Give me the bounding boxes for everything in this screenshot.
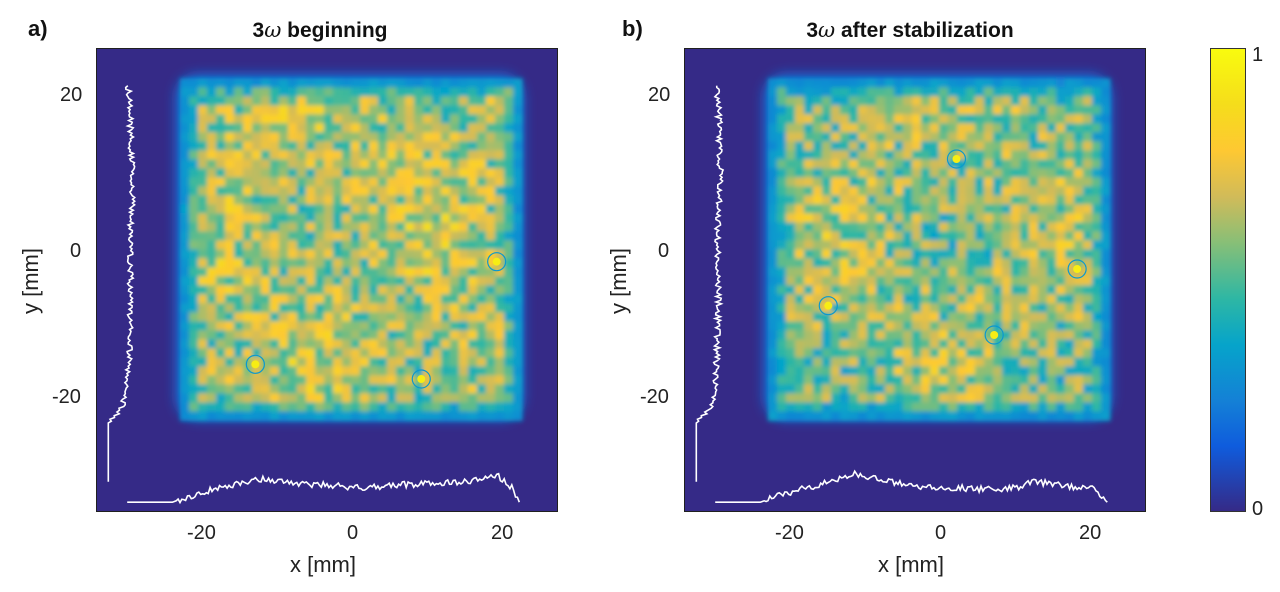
panel-a-heatmap	[96, 48, 558, 512]
panel-b-xtick-neg20: -20	[775, 522, 804, 544]
panel-a-xlabel: x [mm]	[290, 552, 356, 577]
panel-b-ytick-20: 20	[648, 84, 671, 106]
panel-a-title-suffix: beginning	[281, 19, 388, 42]
panel-a-spot-ring-1	[411, 369, 431, 389]
panel-b-title-prefix: 3	[806, 19, 819, 42]
panel-b-heatmap	[684, 48, 1146, 512]
panel-a-spot-0	[492, 257, 501, 266]
panel-b-spot-2	[1073, 265, 1082, 273]
panel-a-letter: a)	[28, 16, 48, 41]
panel-b-spot-3	[952, 155, 961, 163]
panel-b-title: 3ω after stabilization	[775, 18, 1045, 43]
panel-b-title-suffix: after stabilization	[835, 19, 1014, 42]
panel-b-beam-speckle	[767, 78, 1111, 421]
panel-a-y-profile	[107, 85, 136, 482]
panel-b-spot-ring-3	[946, 149, 967, 169]
panel-a-spot-1	[417, 375, 426, 383]
panel-a-xtick-neg20: -20	[187, 522, 216, 544]
panel-b-title-omega: ω	[818, 18, 836, 42]
panel-b-ytick-0: 0	[658, 240, 670, 262]
panel-b-xlabel: x [mm]	[878, 552, 944, 577]
panel-b-xtick-20: 20	[1079, 522, 1102, 544]
panel-a-ytick-20: 20	[60, 84, 83, 106]
panel-b-xtick-0: 0	[935, 522, 947, 544]
panel-b-ylabel: y [mm]	[606, 248, 631, 314]
panel-b-spot-ring-1	[984, 325, 1004, 345]
panel-b-y-profile	[695, 85, 725, 482]
panel-b-x-profile	[715, 469, 1108, 503]
panel-a-title: 3ω beginning	[240, 18, 400, 43]
panel-a-spot-2	[251, 360, 260, 369]
panel-b-heatmap-canvas	[695, 74, 1112, 503]
panel-b-spot-ring-0	[818, 296, 838, 316]
panel-b-spot-0	[824, 301, 833, 310]
panel-b-spot-1	[990, 331, 999, 339]
panel-a-xtick-20: 20	[491, 522, 514, 544]
panel-a-x-profile	[127, 472, 521, 505]
colorbar-max-label: 1	[1252, 44, 1264, 66]
colorbar-min-label: 0	[1252, 498, 1264, 520]
panel-b-ytick-neg20: -20	[640, 386, 669, 408]
panel-b-spot-ring-2	[1067, 259, 1087, 279]
panel-b-letter: b)	[622, 16, 643, 41]
panel-a-ytick-neg20: -20	[52, 386, 81, 408]
panel-a-xtick-0: 0	[347, 522, 359, 544]
panel-a-spot-ring-0	[487, 252, 507, 272]
panel-a-ytick-0: 0	[70, 240, 82, 262]
panel-a-ylabel: y [mm]	[18, 248, 43, 314]
panel-a-title-prefix: 3	[252, 19, 265, 42]
colorbar	[1210, 48, 1246, 512]
panel-a-beam-speckle	[179, 78, 523, 421]
panel-a-spot-ring-2	[245, 354, 265, 374]
panel-a-title-omega: ω	[264, 18, 282, 42]
panel-a-heatmap-canvas	[107, 74, 524, 505]
